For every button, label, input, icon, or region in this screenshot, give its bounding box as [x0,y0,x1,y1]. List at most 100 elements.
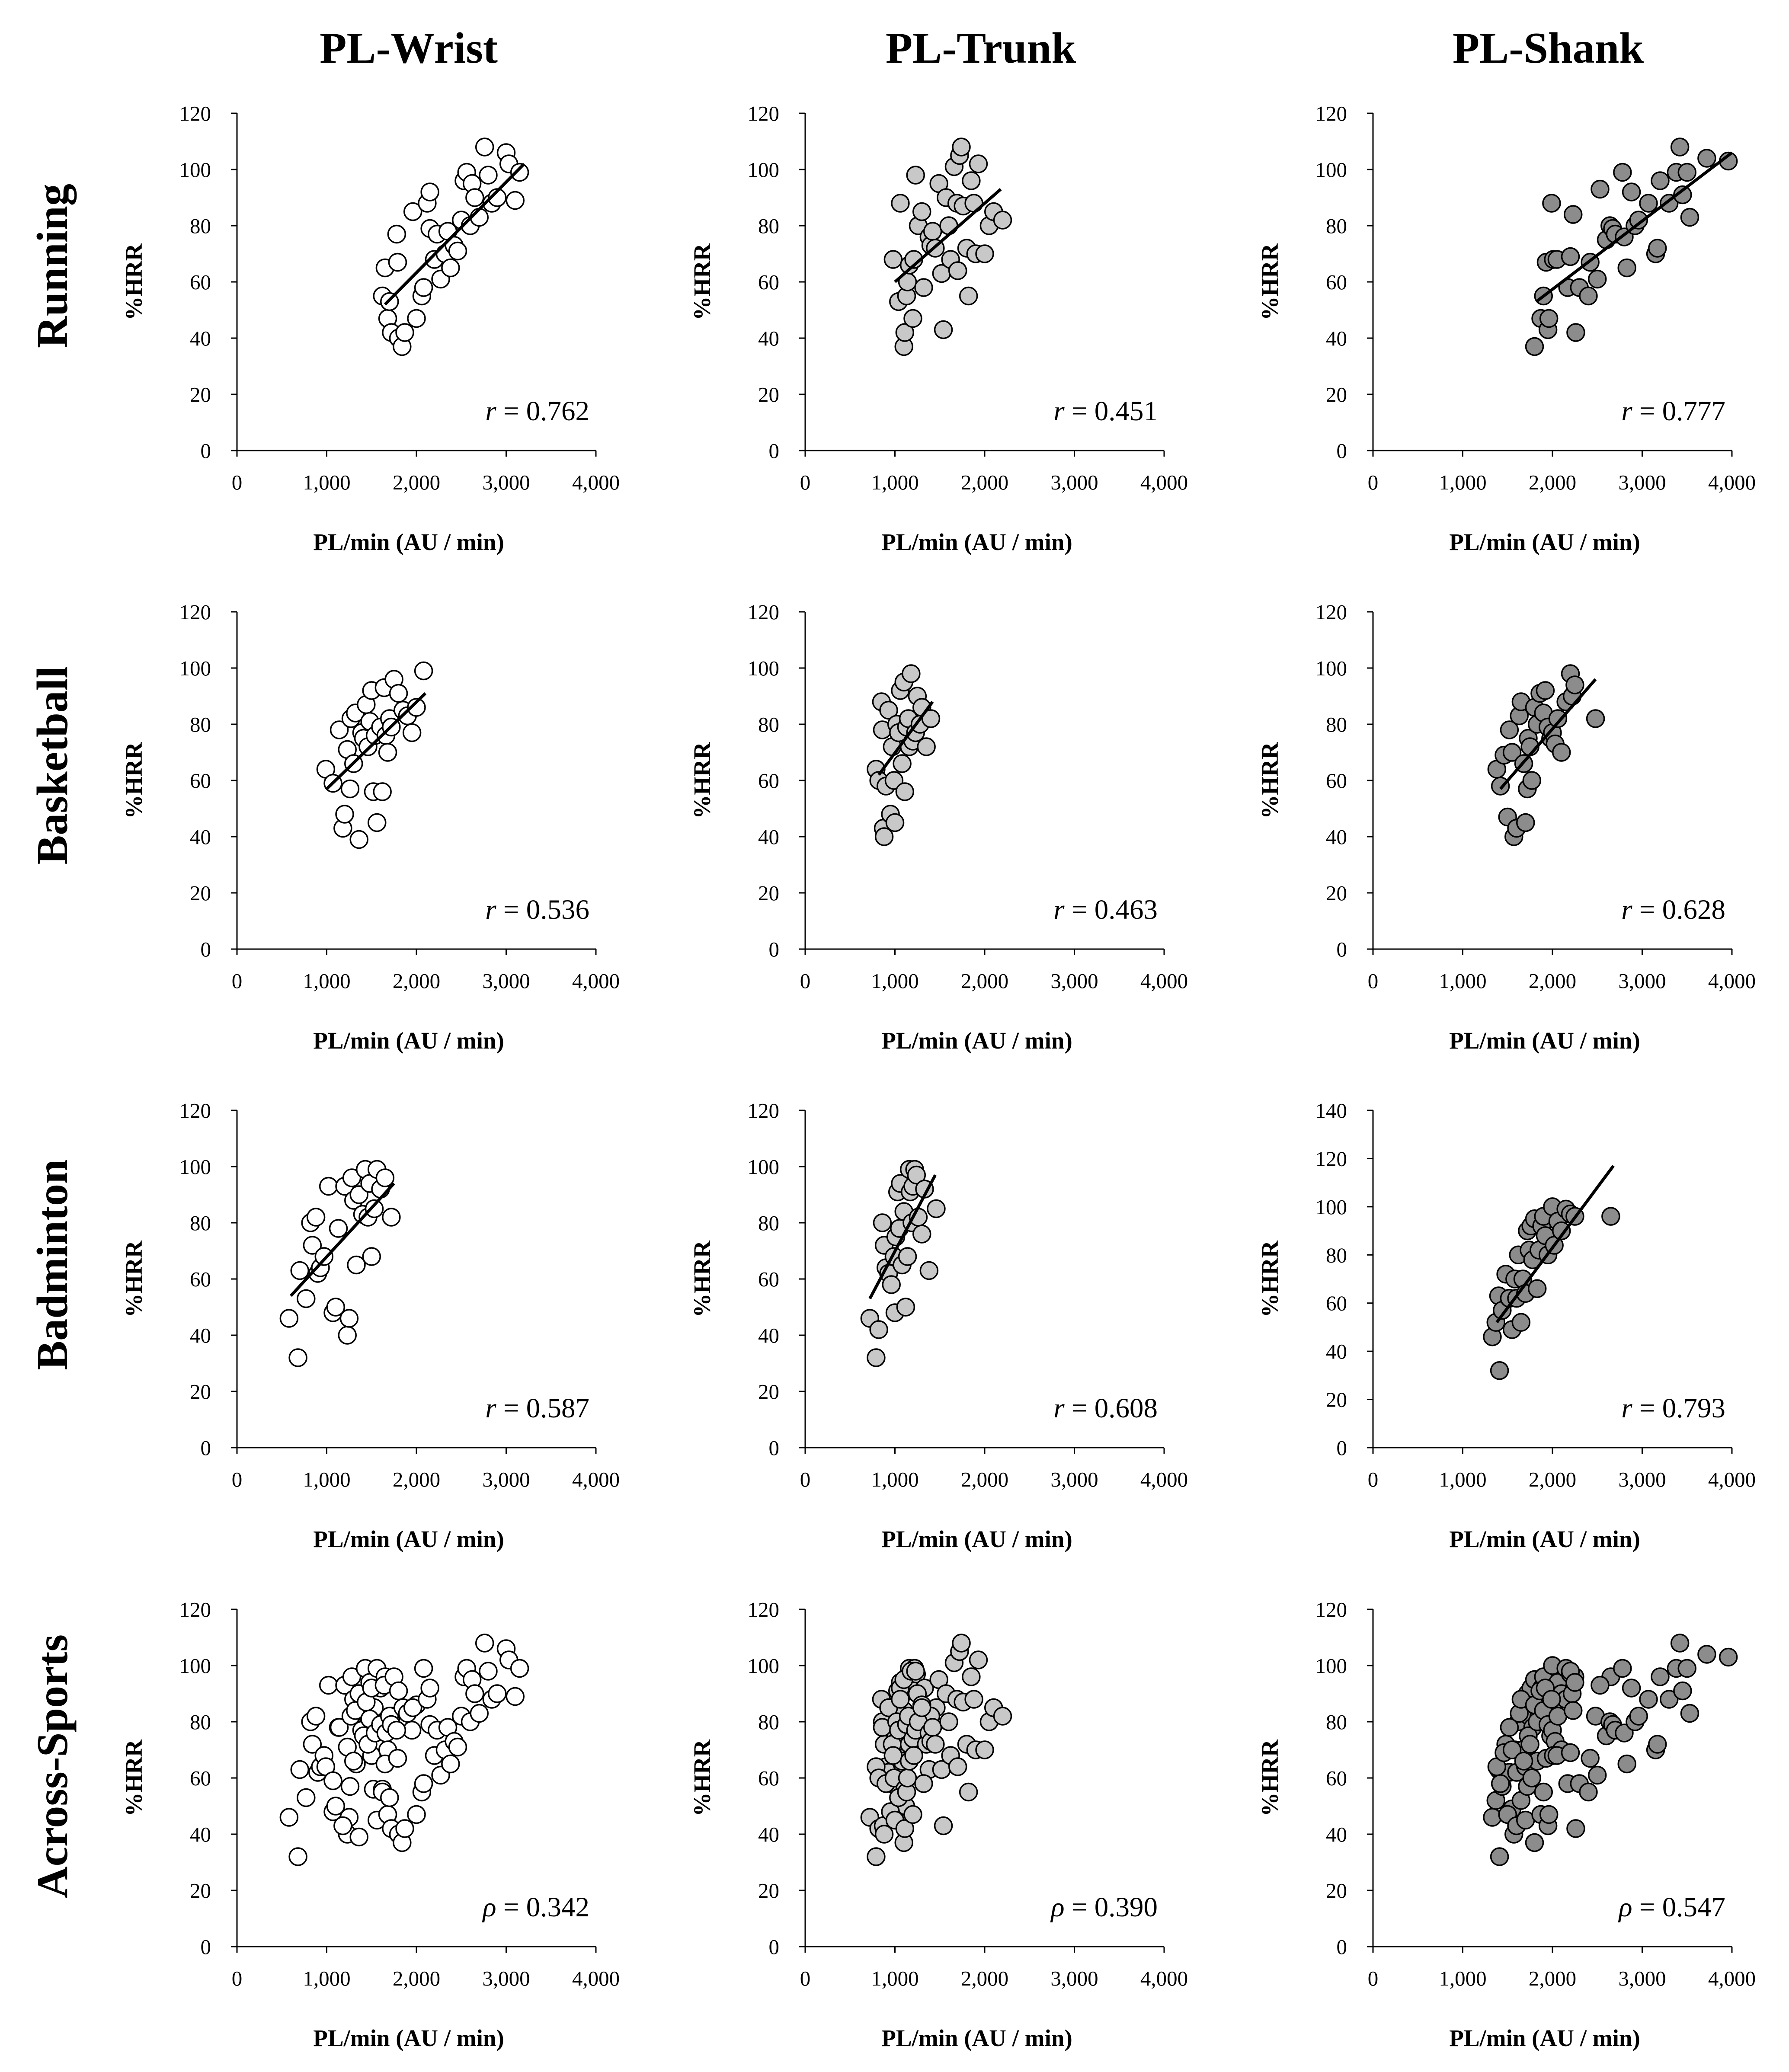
correlation-value: = 0.342 [496,1892,589,1923]
data-point [885,813,905,832]
correlation-value: = 0.777 [1632,396,1725,427]
data-point [1552,743,1571,762]
x-tick-label: 0 [800,1468,811,1491]
y-tick-label: 80 [190,1211,211,1235]
x-tick-label: 2,000 [1529,1468,1576,1491]
x-axis-label: PL/min (AU / min) [1449,2025,1640,2051]
data-point [1542,194,1561,213]
data-point [1563,1701,1583,1720]
data-point [902,664,921,683]
y-tick-label: 100 [748,656,780,680]
data-point [969,154,988,173]
y-tick-label: 0 [769,1935,780,1959]
correlation-value: = 0.762 [496,396,589,427]
data-point [389,1681,408,1701]
correlation-value: = 0.628 [1632,894,1725,925]
y-tick-label: 120 [1315,1147,1347,1170]
y-axis-label: %HRR [121,742,147,819]
data-point [1522,771,1542,790]
data-point [914,278,933,297]
data-point [306,1208,326,1227]
y-tick-label: 0 [201,1436,211,1460]
data-point [939,1712,958,1731]
data-point [441,258,460,278]
data-point [388,1749,407,1768]
data-point [903,1805,922,1824]
y-axis-label: %HRR [1257,1240,1283,1317]
x-tick-label: 1,000 [871,470,919,494]
data-point [279,1309,299,1328]
data-point [1561,1743,1580,1762]
y-tick-label: 20 [190,881,211,905]
data-point [420,182,439,201]
data-point [1622,182,1641,201]
data-point [1617,258,1636,278]
data-point [323,1771,342,1791]
y-axis-label: %HRR [121,1739,147,1816]
row-title-basketball: Basketball [28,666,77,864]
data-point [378,743,397,762]
data-point [934,1816,953,1835]
data-point [896,1298,915,1317]
data-point [934,320,953,339]
y-tick-label: 80 [190,1710,211,1734]
x-tick-label: 4,000 [572,1966,620,1990]
data-point [1629,1707,1648,1726]
x-tick-label: 3,000 [1050,969,1098,993]
data-point [962,171,981,190]
x-tick-label: 1,000 [1439,1966,1486,1990]
data-point [1586,709,1605,728]
x-tick-label: 2,000 [1529,1966,1576,1990]
y-axis-label: %HRR [689,742,715,819]
x-tick-label: 1,000 [303,969,350,993]
data-point [993,211,1012,230]
x-tick-label: 2,000 [393,1468,440,1491]
data-point [1648,239,1667,258]
data-point [1542,1690,1561,1709]
data-point [921,709,941,728]
data-point [1601,1207,1620,1226]
data-point [510,163,529,182]
y-tick-label: 20 [1326,383,1347,406]
y-tick-label: 100 [179,158,211,182]
data-point [414,278,433,297]
data-point [884,771,904,790]
y-tick-label: 20 [1326,1879,1347,1903]
trend-line [1495,1165,1615,1324]
y-tick-label: 0 [1337,439,1347,463]
x-tick-label: 3,000 [1050,1468,1098,1491]
x-axis-label: PL/min (AU / min) [881,529,1072,555]
data-point [891,1690,910,1709]
y-tick-label: 120 [748,1099,780,1122]
correlation-label: r = 0.463 [1053,894,1158,925]
correlation-symbol: r [1621,396,1632,427]
panel-across-sports-wrist: 0 20 40 60 80 100 120 0 1,000 2,000 3,000 4,000 PL/m… [121,1598,620,2051]
y-tick-label: 120 [179,1099,211,1122]
x-tick-label: 3,000 [1618,969,1666,993]
y-tick-label: 0 [1337,937,1347,961]
data-point [959,286,978,306]
data-point [898,1247,917,1266]
x-axis-label: PL/min (AU / min) [881,1027,1072,1054]
data-point [906,166,925,185]
data-point [904,1746,923,1765]
trend-line [868,1174,937,1300]
data-point [952,1634,971,1653]
correlation-value: = 0.587 [496,1393,589,1424]
data-point [1588,1765,1607,1785]
data-point [895,782,915,801]
data-point [948,261,967,280]
x-tick-label: 2,000 [393,1966,440,1990]
data-point [403,1698,422,1717]
data-point [883,250,903,269]
x-tick-label: 4,000 [1140,1468,1188,1491]
y-tick-label: 0 [201,439,211,463]
y-axis-label: %HRR [121,1240,147,1317]
data-point [1563,205,1583,224]
data-point [1579,1782,1598,1802]
correlation-label: ρ = 0.342 [482,1892,589,1923]
y-tick-label: 0 [201,937,211,961]
y-tick-label: 80 [1326,1243,1347,1267]
data-point [939,216,958,235]
y-tick-label: 60 [1326,769,1347,793]
